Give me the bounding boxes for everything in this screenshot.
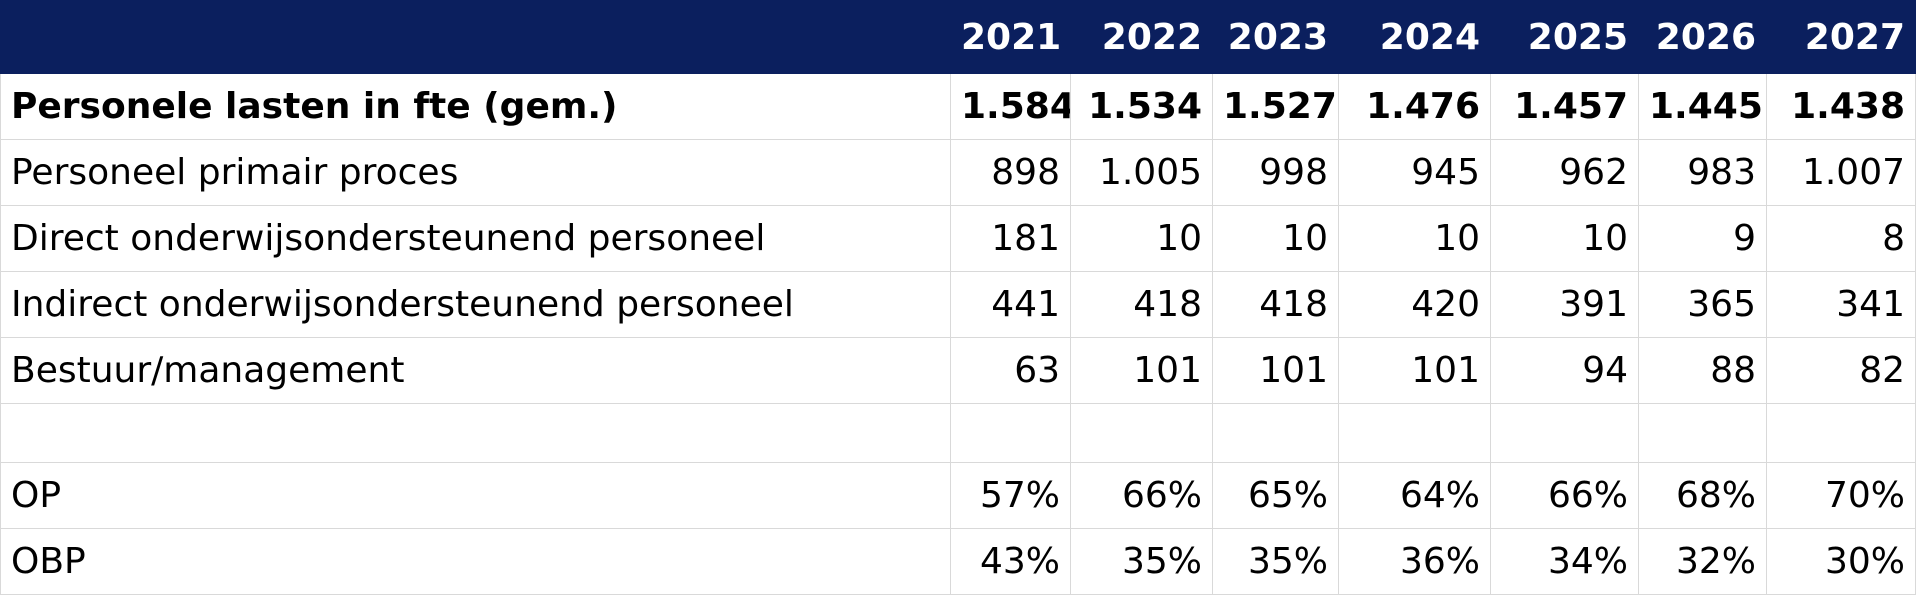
row-label: Personele lasten in fte (gem.): [0, 73, 951, 140]
row-label: Indirect onderwijsondersteunend personee…: [0, 271, 951, 338]
cell-value: 181: [950, 205, 1071, 272]
table-row-empty: [0, 403, 1916, 463]
cell-value: 365: [1638, 271, 1767, 338]
cell-value: [1638, 403, 1767, 463]
cell-value: [1490, 403, 1639, 463]
cell-value: 65%: [1212, 462, 1339, 529]
cell-value: 983: [1638, 139, 1767, 206]
cell-value: [1212, 403, 1339, 463]
cell-value: 441: [950, 271, 1071, 338]
cell-value: 1.527: [1212, 73, 1339, 140]
table-row-direct-oop: Direct onderwijsondersteunend personeel …: [0, 205, 1916, 272]
cell-value: [950, 403, 1071, 463]
cell-value: 1.476: [1338, 73, 1491, 140]
year-header: 2025: [1490, 0, 1639, 74]
cell-value: 30%: [1766, 528, 1916, 595]
cell-value: 1.457: [1490, 73, 1639, 140]
cell-value: 962: [1490, 139, 1639, 206]
cell-value: 101: [1070, 337, 1213, 404]
cell-value: 1.534: [1070, 73, 1213, 140]
cell-value: 36%: [1338, 528, 1491, 595]
cell-value: 68%: [1638, 462, 1767, 529]
row-label: OP: [0, 462, 951, 529]
row-label: [0, 403, 951, 463]
table-row-bestuur: Bestuur/management 63 101 101 101 94 88 …: [0, 337, 1916, 404]
year-header: 2026: [1638, 0, 1767, 74]
row-label: Bestuur/management: [0, 337, 951, 404]
cell-value: 1.005: [1070, 139, 1213, 206]
year-header: 2021: [950, 0, 1071, 74]
cell-value: 1.584: [950, 73, 1071, 140]
cell-value: 391: [1490, 271, 1639, 338]
cell-value: 418: [1070, 271, 1213, 338]
cell-value: 101: [1212, 337, 1339, 404]
cell-value: 8: [1766, 205, 1916, 272]
cell-value: 35%: [1212, 528, 1339, 595]
table-row-indirect-oop: Indirect onderwijsondersteunend personee…: [0, 271, 1916, 338]
cell-value: 32%: [1638, 528, 1767, 595]
cell-value: 70%: [1766, 462, 1916, 529]
cell-value: 341: [1766, 271, 1916, 338]
cell-value: 66%: [1490, 462, 1639, 529]
header-corner-cell: [0, 0, 951, 74]
cell-value: 10: [1338, 205, 1491, 272]
fte-table: 2021 2022 2023 2024 2025 2026 2027 Perso…: [0, 0, 1916, 595]
cell-value: [1338, 403, 1491, 463]
row-label: Direct onderwijsondersteunend personeel: [0, 205, 951, 272]
cell-value: 57%: [950, 462, 1071, 529]
cell-value: 43%: [950, 528, 1071, 595]
cell-value: 35%: [1070, 528, 1213, 595]
cell-value: 101: [1338, 337, 1491, 404]
header-row: 2021 2022 2023 2024 2025 2026 2027: [0, 0, 1916, 74]
row-label: OBP: [0, 528, 951, 595]
cell-value: 998: [1212, 139, 1339, 206]
cell-value: 10: [1212, 205, 1339, 272]
cell-value: 64%: [1338, 462, 1491, 529]
cell-value: 10: [1490, 205, 1639, 272]
table-row-op: OP 57% 66% 65% 64% 66% 68% 70%: [0, 462, 1916, 529]
cell-value: 420: [1338, 271, 1491, 338]
cell-value: 88: [1638, 337, 1767, 404]
cell-value: [1070, 403, 1213, 463]
cell-value: 945: [1338, 139, 1491, 206]
cell-value: 898: [950, 139, 1071, 206]
year-header: 2022: [1070, 0, 1213, 74]
cell-value: 1.007: [1766, 139, 1916, 206]
table-row-obp: OBP 43% 35% 35% 36% 34% 32% 30%: [0, 528, 1916, 595]
cell-value: 1.445: [1638, 73, 1767, 140]
cell-value: 10: [1070, 205, 1213, 272]
cell-value: 63: [950, 337, 1071, 404]
cell-value: 82: [1766, 337, 1916, 404]
table-row-total-fte: Personele lasten in fte (gem.) 1.584 1.5…: [0, 73, 1916, 140]
year-header: 2027: [1766, 0, 1916, 74]
cell-value: 66%: [1070, 462, 1213, 529]
year-header: 2023: [1212, 0, 1339, 74]
cell-value: 418: [1212, 271, 1339, 338]
cell-value: 9: [1638, 205, 1767, 272]
row-label: Personeel primair proces: [0, 139, 951, 206]
cell-value: 1.438: [1766, 73, 1916, 140]
table-row-primair-proces: Personeel primair proces 898 1.005 998 9…: [0, 139, 1916, 206]
cell-value: [1766, 403, 1916, 463]
cell-value: 94: [1490, 337, 1639, 404]
cell-value: 34%: [1490, 528, 1639, 595]
year-header: 2024: [1338, 0, 1491, 74]
